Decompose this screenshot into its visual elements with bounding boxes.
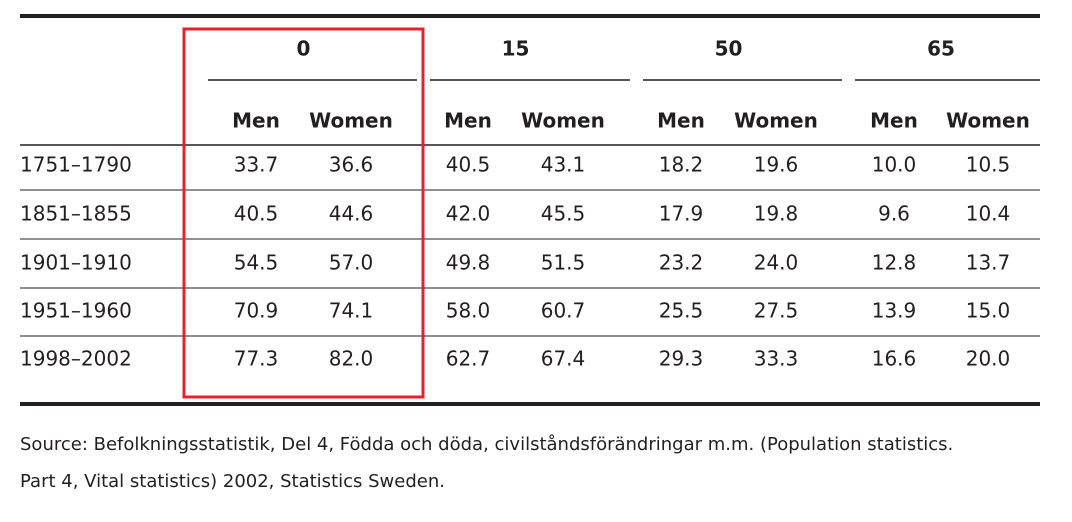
cell: 54.5 (234, 251, 279, 275)
group-header: 0 (297, 37, 311, 61)
cell: 60.7 (541, 299, 586, 323)
column-header: Men (444, 109, 492, 133)
column-header: Women (309, 109, 393, 133)
cell: 40.5 (446, 153, 491, 177)
cell: 58.0 (446, 299, 491, 323)
group-header: 65 (927, 37, 955, 61)
cell: 17.9 (659, 202, 704, 226)
cell: 62.7 (446, 347, 491, 371)
cell: 13.9 (872, 299, 917, 323)
cell: 10.5 (966, 153, 1011, 177)
column-header: Men (870, 109, 918, 133)
cell: 25.5 (659, 299, 704, 323)
cell: 13.7 (966, 251, 1011, 275)
cell: 10.0 (872, 153, 917, 177)
row-label: 1851–1855 (20, 202, 132, 226)
cell: 45.5 (541, 202, 586, 226)
cell: 19.6 (754, 153, 799, 177)
cell: 51.5 (541, 251, 586, 275)
cell: 18.2 (659, 153, 704, 177)
row-label: 1951–1960 (20, 299, 132, 323)
cell: 42.0 (446, 202, 491, 226)
cell: 40.5 (234, 202, 279, 226)
group-header: 50 (715, 37, 743, 61)
column-header: Women (946, 109, 1030, 133)
cell: 77.3 (234, 347, 279, 371)
column-header: Men (657, 109, 705, 133)
group-header: 15 (502, 37, 530, 61)
cell: 10.4 (966, 202, 1011, 226)
cell: 27.5 (754, 299, 799, 323)
cell: 57.0 (329, 251, 374, 275)
cell: 49.8 (446, 251, 491, 275)
column-header: Women (734, 109, 818, 133)
cell: 36.6 (329, 153, 374, 177)
column-header: Men (232, 109, 280, 133)
cell: 33.7 (234, 153, 279, 177)
cell: 9.6 (878, 202, 910, 226)
cell: 70.9 (234, 299, 279, 323)
cell: 33.3 (754, 347, 799, 371)
source-note: Source: Befolkningsstatistik, Del 4, Föd… (20, 434, 953, 455)
cell: 67.4 (541, 347, 586, 371)
cell: 19.8 (754, 202, 799, 226)
column-header: Women (521, 109, 605, 133)
cell: 74.1 (329, 299, 374, 323)
cell: 24.0 (754, 251, 799, 275)
row-label: 1751–1790 (20, 153, 132, 177)
source-note: Part 4, Vital statistics) 2002, Statisti… (20, 471, 445, 492)
row-label: 1901–1910 (20, 251, 132, 275)
cell: 43.1 (541, 153, 586, 177)
cell: 23.2 (659, 251, 704, 275)
cell: 16.6 (872, 347, 917, 371)
cell: 15.0 (966, 299, 1011, 323)
row-label: 1998–2002 (20, 347, 132, 371)
cell: 82.0 (329, 347, 374, 371)
highlight-box (182, 27, 425, 399)
cell: 29.3 (659, 347, 704, 371)
cell: 44.6 (329, 202, 374, 226)
cell: 20.0 (966, 347, 1011, 371)
cell: 12.8 (872, 251, 917, 275)
